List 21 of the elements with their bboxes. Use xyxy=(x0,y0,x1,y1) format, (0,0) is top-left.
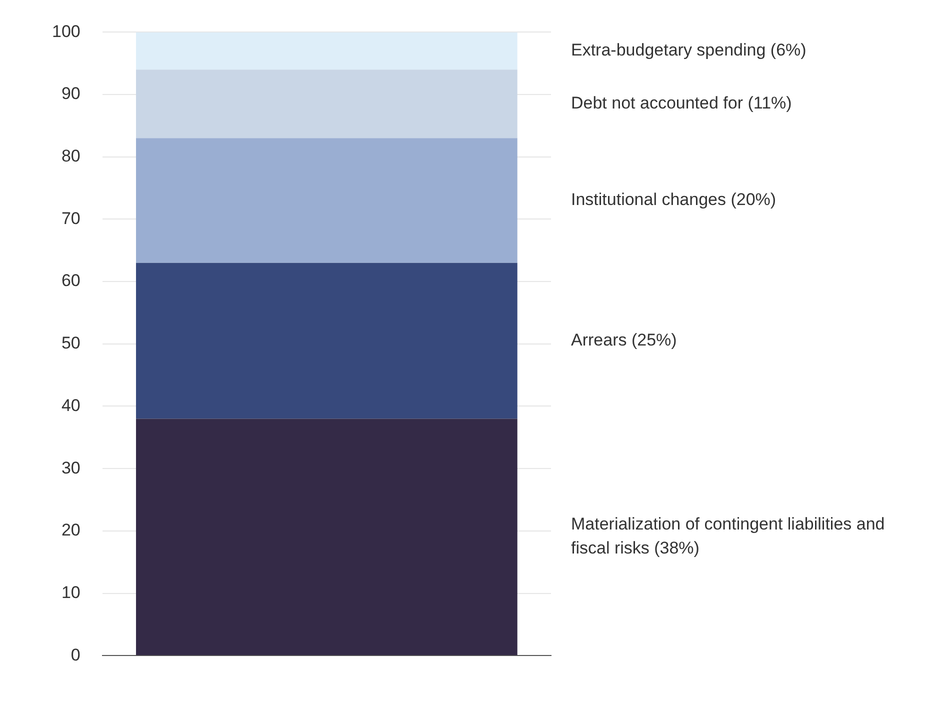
y-tick-label: 30 xyxy=(61,458,80,478)
bar xyxy=(136,262,518,419)
y-tick-label: 50 xyxy=(61,334,80,353)
bar xyxy=(136,418,518,656)
bar xyxy=(136,32,518,70)
text: Institutional changes (20%) xyxy=(571,190,776,210)
y-tick-label: 100 xyxy=(52,22,80,41)
y-tick-label: 0 xyxy=(70,645,80,664)
y-tick-label: 70 xyxy=(61,208,80,228)
text: Arrears (25%) xyxy=(571,330,677,350)
y-tick-label: 90 xyxy=(61,84,80,104)
y-tick-label: 60 xyxy=(61,271,80,290)
bar xyxy=(136,138,518,263)
y-tick-label: 40 xyxy=(61,396,80,415)
y-tick-label: 10 xyxy=(61,582,80,602)
text: Materialization of contingent liabilities and fiscal risks (38%) xyxy=(571,514,885,558)
bar xyxy=(136,70,518,138)
y-tick-label: 80 xyxy=(61,146,80,166)
text: Extra-budgetary spending (6%) xyxy=(571,40,806,60)
text: Debt not accounted for (11%) xyxy=(571,94,792,113)
y-tick-label: 20 xyxy=(61,520,80,540)
